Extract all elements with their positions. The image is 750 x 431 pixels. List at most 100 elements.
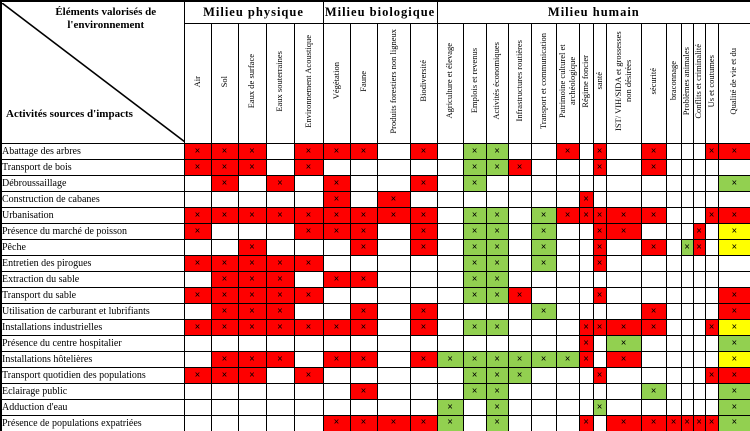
impact-cell (665, 271, 682, 288)
impact-cell: × (462, 255, 487, 272)
impact-cell (692, 255, 706, 272)
impact-cell (665, 207, 682, 224)
row-label: Pêche (0, 239, 185, 256)
table-row: Utilisation de carburant et lubrifiants ×… (0, 303, 750, 320)
impact-cell: × (717, 303, 750, 320)
impact-cell: × (640, 207, 667, 224)
impact-cell (237, 399, 267, 416)
impact-cell: × (640, 319, 667, 336)
impact-cell: × (409, 351, 438, 368)
impact-cell: × (349, 207, 378, 224)
impact-cell (349, 335, 378, 352)
impact-cell (507, 175, 532, 192)
impact-cell (265, 223, 295, 240)
impact-cell (680, 303, 694, 320)
impact-cell: × (237, 255, 267, 272)
impact-cell (507, 303, 532, 320)
impact-cell (704, 383, 719, 400)
impact-cell (436, 255, 464, 272)
impact-cell (436, 143, 464, 160)
impact-cell: × (704, 207, 719, 224)
impact-cell (555, 335, 580, 352)
row-label: Transport du sable (0, 287, 185, 304)
impact-cell (555, 415, 580, 431)
impact-cell: × (349, 303, 378, 320)
impact-cell (530, 399, 557, 416)
impact-cell: × (680, 415, 694, 431)
impact-cell (265, 367, 295, 384)
impact-cell (717, 159, 750, 176)
impact-cell (665, 319, 682, 336)
impact-cell (436, 223, 464, 240)
impact-cell (605, 303, 642, 320)
corner-cell: Éléments valorisés de l'environnement Act… (0, 0, 185, 144)
impact-cell (530, 175, 557, 192)
impact-cell (680, 207, 694, 224)
impact-cell (485, 191, 509, 208)
impact-cell: × (349, 223, 378, 240)
impact-cell (322, 159, 351, 176)
impact-cell (183, 399, 212, 416)
impact-cell (665, 351, 682, 368)
impact-cell: × (210, 271, 239, 288)
column-header-label: braconnage (667, 61, 678, 101)
impact-cell (640, 191, 667, 208)
impact-cell (237, 383, 267, 400)
impact-cell (578, 271, 594, 288)
impact-cell (665, 399, 682, 416)
impact-cell (530, 143, 557, 160)
impact-cell (680, 175, 694, 192)
column-header-label: santé (593, 72, 604, 90)
impact-cell: × (436, 351, 464, 368)
impact-cell: × (293, 207, 324, 224)
impact-cell: × (605, 207, 642, 224)
impact-cell (717, 191, 750, 208)
impact-cell (183, 303, 212, 320)
column-header: sécurité (640, 23, 667, 144)
impact-cell (578, 255, 594, 272)
row-label: Utilisation de carburant et lubrifiants (0, 303, 185, 320)
impact-cell (507, 399, 532, 416)
impact-cell: × (555, 207, 580, 224)
impact-cell (183, 175, 212, 192)
impact-cell (692, 351, 706, 368)
impact-cell: × (485, 287, 509, 304)
impact-cell (210, 335, 239, 352)
impact-cell (183, 383, 212, 400)
column-header-label: Régime foncier (580, 54, 591, 108)
impact-cell: × (237, 143, 267, 160)
impact-cell (293, 335, 324, 352)
corner-top-label: Éléments valorisés de l'environnement (55, 6, 157, 31)
column-header-label: Infrastructures routières (513, 40, 524, 122)
impact-cell: × (462, 239, 487, 256)
impact-cell: × (237, 303, 267, 320)
impact-cell (640, 335, 667, 352)
impact-cell (210, 415, 239, 431)
impact-cell (592, 415, 607, 431)
impact-cell: × (692, 415, 706, 431)
matrix-body: Abattage des arbres × × × × × × × × × × × × × × Transpo… (0, 143, 750, 431)
impact-cell: × (717, 319, 750, 336)
impact-cell: × (530, 223, 557, 240)
impact-cell: × (704, 367, 719, 384)
impact-cell: × (293, 223, 324, 240)
column-header: santé (592, 23, 607, 144)
impact-cell (210, 239, 239, 256)
impact-cell (704, 399, 719, 416)
impact-cell (680, 367, 694, 384)
impact-cell (462, 415, 487, 431)
impact-cell (605, 239, 642, 256)
impact-cell (680, 383, 694, 400)
impact-cell: × (237, 319, 267, 336)
impact-cell (409, 367, 438, 384)
impact-cell (704, 223, 719, 240)
impact-cell: × (640, 159, 667, 176)
impact-cell (704, 287, 719, 304)
impact-cell (692, 287, 706, 304)
impact-cell (555, 367, 580, 384)
impact-cell (555, 319, 580, 336)
impact-cell (265, 415, 295, 431)
impact-cell: × (462, 207, 487, 224)
impact-cell (507, 319, 532, 336)
impact-cell (605, 191, 642, 208)
